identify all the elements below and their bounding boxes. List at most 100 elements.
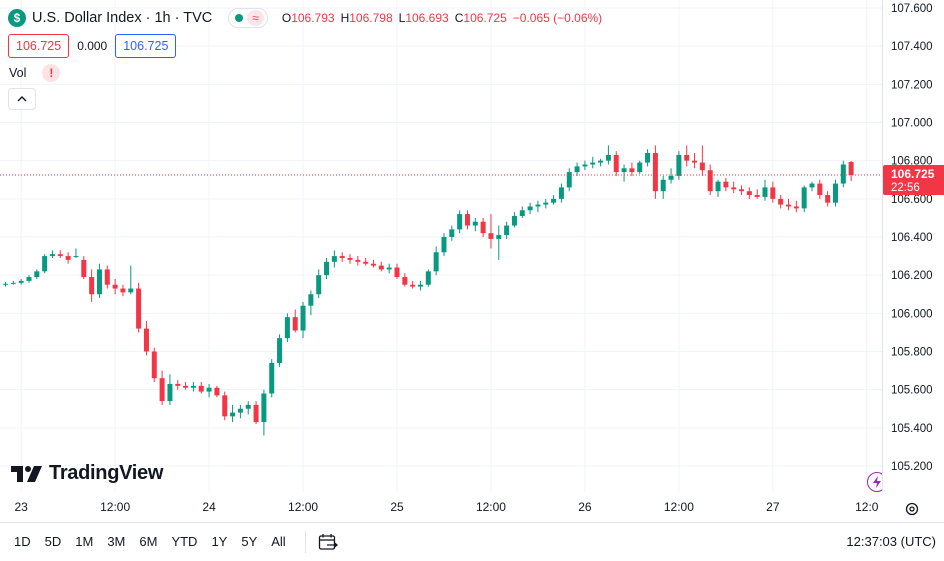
candle-body [378, 265, 384, 270]
candle-body [660, 179, 666, 192]
candle-body [73, 256, 79, 258]
bar-countdown: 22:56 [891, 182, 920, 194]
status-dot-icon [235, 14, 244, 22]
warning-icon[interactable]: ! [42, 64, 61, 82]
price-tick-label: 107.600 [891, 3, 933, 15]
candle [433, 246, 439, 276]
candle [660, 175, 666, 199]
candle-body [363, 261, 369, 264]
candle-body [277, 338, 283, 363]
toolbar-divider [304, 531, 306, 553]
ohlc-low-value: 106.693 [405, 11, 449, 25]
candle-body [684, 154, 690, 161]
candle-body [786, 204, 791, 207]
candle [253, 401, 259, 425]
candle [770, 181, 776, 203]
candle [590, 156, 596, 169]
candle [198, 382, 204, 394]
candle-body [402, 277, 408, 285]
candle [605, 145, 611, 165]
candle-body [26, 277, 32, 281]
candle [230, 404, 236, 423]
symbol-legend: $ U.S. Dollar Index · 1h · TVC ≈ O106.79… [8, 8, 602, 28]
candle [621, 164, 627, 182]
candle-body [840, 164, 846, 184]
candle-body [104, 269, 110, 285]
range-all-button[interactable]: All [271, 534, 286, 549]
candle [151, 347, 157, 383]
candle-body [652, 153, 658, 192]
candle [261, 389, 267, 436]
range-ytd-button[interactable]: YTD [171, 534, 198, 549]
candle [363, 257, 369, 266]
price-axis[interactable]: 107.600 107.400 107.200 107.000 106.800 106.6… [882, 0, 944, 492]
candle-body [136, 288, 142, 329]
candle-body [65, 256, 71, 260]
range-1d-button[interactable]: 1D [14, 534, 31, 549]
candle-body [801, 187, 807, 209]
candle-body [143, 328, 149, 352]
price-tick-label: 106.200 [891, 270, 933, 282]
range-6m-button[interactable]: 6M [139, 534, 158, 549]
range-3m-button[interactable]: 3M [107, 534, 126, 549]
chart-pane[interactable]: $ U.S. Dollar Index · 1h · TVC ≈ O106.79… [0, 0, 882, 492]
candle [300, 301, 306, 339]
candle [480, 217, 486, 237]
candle [645, 149, 651, 167]
candle [848, 161, 854, 182]
price-axis-labels: 107.600 107.400 107.200 107.000 106.800 106.6… [883, 3, 944, 473]
candle-body [331, 256, 337, 262]
candle-body [621, 168, 627, 173]
range-5y-button[interactable]: 5Y [241, 534, 258, 549]
candle [371, 259, 377, 268]
candle [629, 162, 635, 176]
gear-icon[interactable] [903, 500, 921, 518]
volume-label[interactable]: Vol [9, 66, 27, 80]
candle [613, 151, 619, 176]
range-5d-button[interactable]: 5D [44, 534, 62, 549]
candle-body [754, 195, 760, 197]
candle-body [723, 181, 729, 188]
candle [566, 168, 572, 192]
candle-body [715, 181, 721, 192]
tradingview-logo-text: TradingView [49, 462, 164, 484]
quote-row: 106.725 0.000 106.725 [8, 34, 177, 58]
candle [277, 334, 283, 367]
calendar-goto-icon[interactable] [314, 529, 342, 555]
sell-price-button[interactable]: 106.725 [8, 34, 70, 58]
candle [269, 359, 275, 398]
candle-body [778, 198, 784, 205]
candle [42, 254, 48, 274]
candle [183, 382, 189, 390]
candle [104, 265, 110, 289]
market-status-pill[interactable]: ≈ [228, 8, 268, 28]
candle-body [574, 166, 580, 173]
symbol-title[interactable]: U.S. Dollar Index · 1h · TVC [32, 10, 213, 26]
candle-body [527, 206, 533, 211]
candle [535, 200, 541, 213]
range-1m-button[interactable]: 1M [75, 534, 94, 549]
collapse-legend-button[interactable] [8, 88, 36, 110]
candle [699, 145, 705, 176]
candle [214, 385, 220, 398]
candle [692, 153, 698, 169]
time-axis[interactable]: 23 12:00 24 12:00 25 12:00 26 12:00 27 12:0 [0, 492, 882, 522]
candlestick-chart[interactable] [0, 0, 882, 492]
candle-body [519, 210, 525, 217]
buy-price-button[interactable]: 106.725 [115, 34, 177, 58]
candle-body [598, 160, 604, 163]
candle [543, 198, 549, 209]
candle-body [3, 283, 8, 285]
candle [762, 179, 768, 201]
tradingview-logo[interactable]: TradingView [11, 462, 163, 485]
candle [308, 290, 314, 316]
candle [739, 185, 745, 196]
candle [817, 179, 823, 199]
candle-body [449, 229, 455, 237]
brand-badge-icon[interactable] [867, 472, 882, 492]
range-1y-button[interactable]: 1Y [211, 534, 228, 549]
candle-body [699, 162, 705, 171]
candle [809, 181, 815, 192]
candle-body [543, 202, 549, 205]
utc-clock[interactable]: 12:37:03 (UTC) [846, 534, 936, 549]
